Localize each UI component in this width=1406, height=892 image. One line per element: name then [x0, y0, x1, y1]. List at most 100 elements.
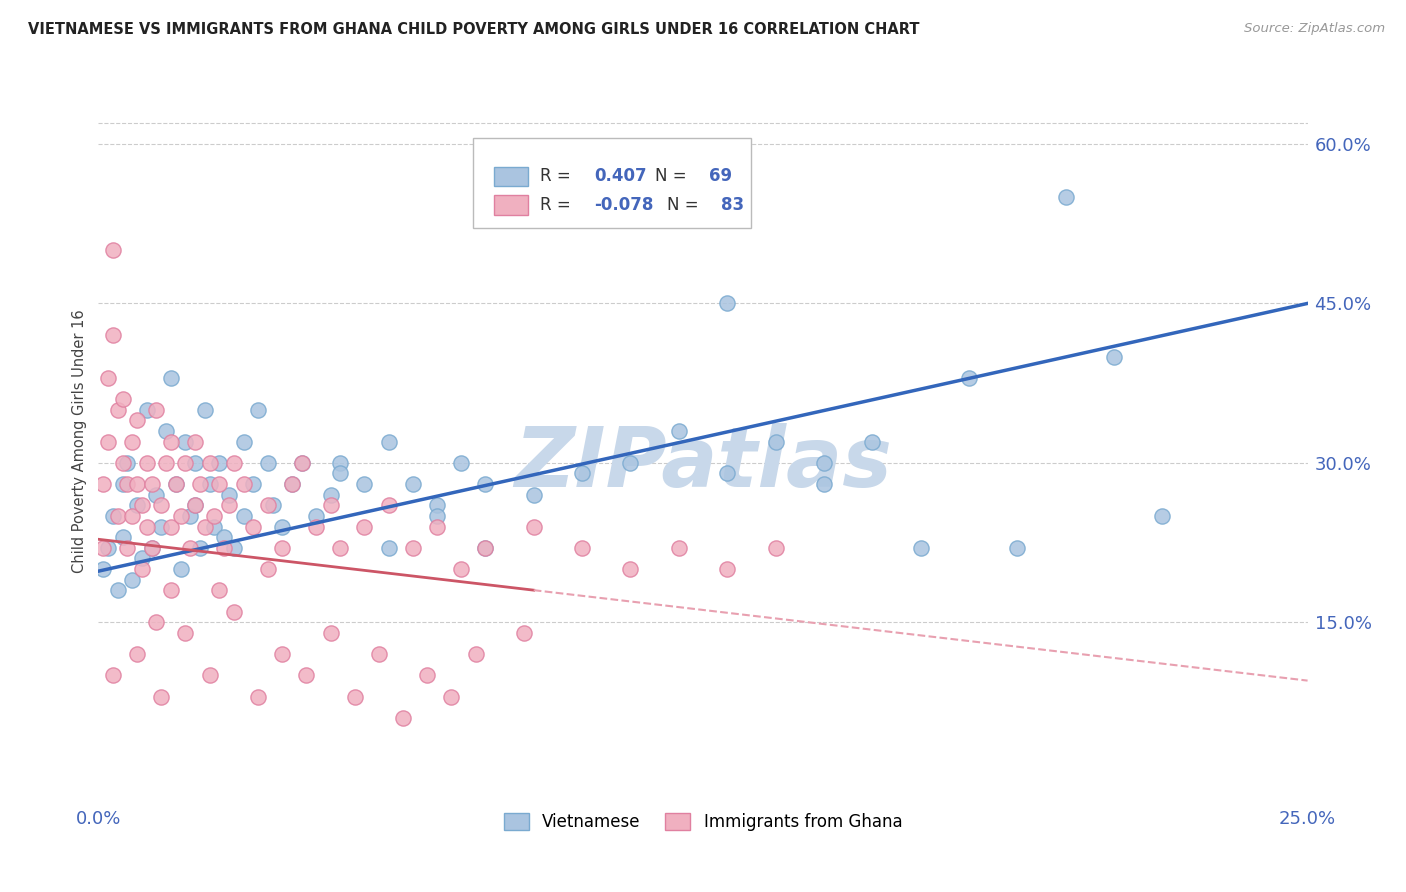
- Point: [716, 562, 738, 576]
- Point: [127, 647, 149, 661]
- Point: [91, 562, 114, 576]
- Point: [290, 456, 312, 470]
- Point: [204, 508, 226, 523]
- Point: [232, 477, 254, 491]
- Point: [232, 434, 254, 449]
- Point: [329, 467, 352, 481]
- Text: R =: R =: [540, 195, 576, 213]
- Point: [155, 456, 177, 470]
- Point: [571, 541, 593, 555]
- Point: [523, 519, 546, 533]
- Point: [765, 434, 787, 449]
- Point: [97, 541, 120, 555]
- Point: [127, 477, 149, 491]
- Text: 83: 83: [721, 195, 744, 213]
- Point: [668, 424, 690, 438]
- Point: [97, 434, 120, 449]
- Point: [319, 625, 342, 640]
- FancyBboxPatch shape: [494, 167, 527, 186]
- Point: [145, 488, 167, 502]
- Point: [256, 456, 278, 470]
- Point: [256, 498, 278, 512]
- Point: [145, 402, 167, 417]
- Point: [160, 434, 183, 449]
- Point: [222, 541, 245, 555]
- Text: R =: R =: [540, 167, 576, 185]
- Point: [184, 456, 207, 470]
- Point: [208, 456, 231, 470]
- Point: [184, 498, 207, 512]
- Point: [218, 498, 240, 512]
- Text: 0.407: 0.407: [595, 167, 647, 185]
- Point: [107, 583, 129, 598]
- Point: [668, 541, 690, 555]
- Point: [198, 477, 221, 491]
- Point: [813, 456, 835, 470]
- Point: [141, 541, 163, 555]
- Point: [402, 477, 425, 491]
- Point: [91, 477, 114, 491]
- Point: [160, 583, 183, 598]
- Point: [281, 477, 304, 491]
- Point: [426, 508, 449, 523]
- Point: [121, 434, 143, 449]
- Point: [97, 371, 120, 385]
- Point: [194, 402, 217, 417]
- Point: [426, 498, 449, 512]
- Point: [474, 541, 496, 555]
- Point: [184, 498, 207, 512]
- Point: [716, 296, 738, 310]
- Point: [377, 541, 399, 555]
- Point: [426, 519, 449, 533]
- Text: ZIPatlas: ZIPatlas: [515, 423, 891, 504]
- Point: [232, 508, 254, 523]
- Point: [450, 456, 472, 470]
- Point: [131, 498, 153, 512]
- Point: [117, 541, 139, 555]
- Point: [450, 562, 472, 576]
- Point: [194, 519, 217, 533]
- Point: [765, 541, 787, 555]
- Point: [179, 541, 201, 555]
- Y-axis label: Child Poverty Among Girls Under 16: Child Poverty Among Girls Under 16: [72, 310, 87, 574]
- Point: [169, 508, 191, 523]
- Point: [141, 541, 163, 555]
- Point: [127, 498, 149, 512]
- Point: [247, 402, 270, 417]
- Point: [329, 456, 352, 470]
- Text: N =: N =: [666, 195, 703, 213]
- Point: [1102, 350, 1125, 364]
- Point: [329, 541, 352, 555]
- Point: [121, 508, 143, 523]
- Point: [174, 434, 197, 449]
- Point: [141, 477, 163, 491]
- Text: Source: ZipAtlas.com: Source: ZipAtlas.com: [1244, 22, 1385, 36]
- Point: [523, 488, 546, 502]
- Point: [464, 647, 486, 661]
- Point: [353, 519, 375, 533]
- Point: [1054, 190, 1077, 204]
- Point: [212, 541, 235, 555]
- Legend: Vietnamese, Immigrants from Ghana: Vietnamese, Immigrants from Ghana: [496, 806, 910, 838]
- Point: [198, 668, 221, 682]
- Point: [290, 456, 312, 470]
- FancyBboxPatch shape: [474, 138, 751, 228]
- Text: N =: N =: [655, 167, 692, 185]
- Point: [571, 467, 593, 481]
- Point: [262, 498, 284, 512]
- Point: [107, 402, 129, 417]
- Point: [117, 456, 139, 470]
- Point: [184, 434, 207, 449]
- Point: [271, 647, 294, 661]
- FancyBboxPatch shape: [494, 195, 527, 215]
- Point: [160, 519, 183, 533]
- Point: [208, 583, 231, 598]
- Point: [135, 456, 157, 470]
- Point: [256, 562, 278, 576]
- Point: [271, 519, 294, 533]
- Point: [305, 519, 328, 533]
- Point: [204, 519, 226, 533]
- Text: 69: 69: [709, 167, 733, 185]
- Point: [188, 477, 211, 491]
- Point: [860, 434, 883, 449]
